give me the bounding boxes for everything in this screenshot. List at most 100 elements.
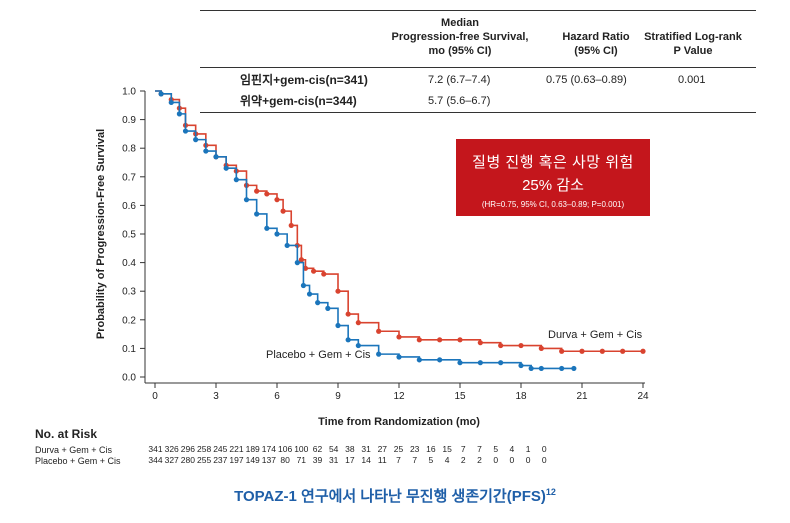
y-tick-label: 1.0 — [122, 87, 136, 98]
x-tick-label: 15 — [454, 391, 466, 402]
censor-mark-placebo — [243, 197, 250, 203]
censor-mark-placebo — [376, 351, 382, 357]
censor-mark-placebo — [294, 260, 300, 266]
censor-mark-placebo — [182, 128, 189, 134]
censor-mark-durva — [437, 337, 443, 343]
risk-value-placebo: 2 — [477, 455, 482, 465]
median-pfs-header: Median Progression-free Survival, mo (95… — [391, 17, 529, 57]
risk-value-placebo: 31 — [329, 455, 339, 465]
risk-value-durva: 7 — [477, 444, 482, 454]
censor-mark-durva — [396, 334, 402, 340]
censor-mark-placebo — [233, 177, 239, 183]
risk-value-placebo: 80 — [280, 455, 290, 465]
risk-value-durva: 0 — [542, 444, 547, 454]
censor-mark-placebo — [457, 360, 463, 366]
censor-mark-placebo — [498, 360, 504, 366]
risk-value-placebo: 197 — [229, 455, 243, 465]
risk-value-placebo: 344 — [148, 455, 162, 465]
censor-mark-placebo — [193, 137, 199, 143]
y-tick-label: 0.2 — [122, 315, 136, 326]
risk-value-durva: 23 — [410, 444, 420, 454]
x-tick-label: 18 — [515, 391, 527, 402]
y-tick-label: 0.0 — [122, 373, 136, 384]
risk-value-durva: 27 — [378, 444, 388, 454]
risk-value-durva: 221 — [229, 444, 243, 454]
censor-mark-durva — [416, 337, 422, 343]
censor-mark-placebo — [168, 99, 174, 106]
arm-label-durva: 임핀지+gem-cis(n=341) — [240, 73, 368, 87]
x-tick-label: 9 — [335, 391, 341, 402]
p-value-durva: 0.001 — [678, 74, 706, 86]
censor-mark-durva — [518, 342, 524, 349]
risk-value-placebo: 327 — [165, 455, 179, 465]
x-tick-label: 3 — [213, 391, 219, 402]
annotation-durva: Durva + Gem + Cis — [548, 329, 643, 341]
censor-mark-placebo — [335, 322, 341, 329]
risk-value-durva: 189 — [246, 444, 260, 454]
risk-value-placebo: 0 — [542, 455, 547, 465]
risk-value-placebo: 255 — [197, 455, 211, 465]
risk-row-label-placebo: Placebo + Gem + Cis — [35, 456, 121, 466]
table-rule — [200, 112, 756, 113]
censor-mark-placebo — [264, 225, 270, 231]
censor-mark-durva — [321, 271, 327, 277]
censor-mark-durva — [640, 348, 646, 354]
risk-table-title: No. at Risk — [35, 427, 98, 441]
censor-mark-durva — [311, 268, 317, 274]
table-rule — [200, 10, 756, 11]
risk-value-placebo: 71 — [297, 455, 307, 465]
risk-value-placebo: 7 — [396, 455, 401, 465]
risk-value-durva: 5 — [493, 444, 498, 454]
censor-mark-placebo — [306, 291, 313, 297]
y-tick-label: 0.6 — [122, 201, 136, 212]
y-axis-label: Probability of Progression-Free Survival — [95, 129, 107, 339]
censor-mark-placebo — [518, 362, 524, 369]
x-tick-label: 21 — [576, 391, 588, 402]
censor-mark-durva — [355, 320, 361, 326]
chart-axes: 0 3 6 9 12 15 18 21 24 0.0 0.1 0.2 0.3 0.4 0.5 0.6 0.7 0.… — [122, 87, 649, 403]
risk-value-placebo: 280 — [181, 455, 195, 465]
log-rank-header: Stratified Log-rank P Value — [644, 31, 742, 57]
caption-text: TOPAZ-1 연구에서 나타난 무진행 생존기간(PFS) — [234, 488, 546, 505]
figure-caption: TOPAZ-1 연구에서 나타난 무진행 생존기간(PFS)12 — [0, 485, 790, 506]
censor-mark-placebo — [538, 365, 544, 372]
risk-value-placebo: 14 — [361, 455, 371, 465]
censor-mark-placebo — [325, 305, 331, 311]
risk-value-durva: 62 — [313, 444, 323, 454]
censor-mark-durva — [254, 188, 260, 194]
median-durva: 7.2 (6.7–7.4) — [428, 74, 491, 86]
risk-value-durva: 174 — [262, 444, 276, 454]
y-tick-label: 0.1 — [122, 344, 136, 355]
censor-mark-durva — [498, 342, 504, 349]
censor-mark-placebo — [284, 242, 290, 249]
y-tick-label: 0.7 — [122, 172, 136, 183]
censor-mark-placebo — [396, 354, 402, 360]
censor-mark-placebo — [437, 357, 443, 363]
callout-line-2: 25% 감소 — [522, 177, 584, 194]
risk-value-placebo: 0 — [510, 455, 515, 465]
annotation-placebo: Placebo + Gem + Cis — [266, 349, 371, 361]
risk-value-placebo: 149 — [246, 455, 260, 465]
censor-mark-durva — [298, 257, 304, 263]
y-tick-label: 0.9 — [122, 115, 136, 126]
censor-mark-durva — [599, 348, 605, 354]
censor-mark-placebo — [477, 360, 483, 366]
censor-mark-durva — [620, 348, 626, 354]
risk-value-durva: 1 — [526, 444, 531, 454]
censor-mark-durva — [335, 288, 341, 294]
censor-mark-durva — [579, 348, 585, 354]
risk-value-placebo: 11 — [378, 455, 387, 465]
risk-value-durva: 7 — [461, 444, 466, 454]
censor-mark-durva — [280, 208, 286, 214]
y-tick-label: 0.5 — [122, 230, 136, 241]
risk-value-placebo: 137 — [262, 455, 276, 465]
risk-value-durva: 15 — [442, 444, 452, 454]
censor-mark-durva — [264, 191, 270, 197]
censor-mark-placebo — [345, 337, 351, 343]
risk-value-placebo: 4 — [445, 455, 450, 465]
censor-mark-placebo — [274, 231, 280, 237]
censor-mark-placebo — [176, 111, 182, 117]
censor-mark-placebo — [213, 154, 219, 160]
censor-mark-placebo — [355, 342, 361, 349]
hazard-ratio-header: Hazard Ratio (95% CI) — [562, 31, 630, 57]
